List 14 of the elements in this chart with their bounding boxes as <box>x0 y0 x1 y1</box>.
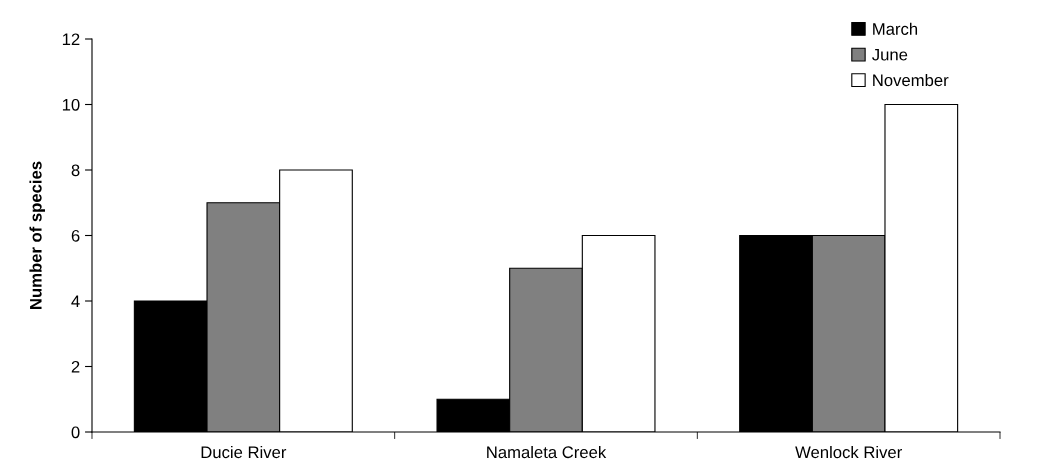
y-tick-label: 2 <box>71 360 80 373</box>
y-tick-label: 4 <box>71 295 80 308</box>
legend-label: June <box>872 48 908 61</box>
y-tick-label: 0 <box>71 426 80 439</box>
x-tick-label: Namaleta Creek <box>487 445 607 459</box>
y-tick-label: 6 <box>71 229 80 242</box>
y-axis-title: Number of species <box>29 161 45 309</box>
legend-label: November <box>873 73 949 87</box>
legend-label: March <box>873 22 918 35</box>
x-tick-label: Ducie River <box>201 445 287 459</box>
y-tick-label: 8 <box>71 164 80 177</box>
y-tick-label: 12 <box>62 33 80 46</box>
y-tick-label: 10 <box>62 98 80 111</box>
x-tick-label: Wenlock River <box>795 445 902 459</box>
